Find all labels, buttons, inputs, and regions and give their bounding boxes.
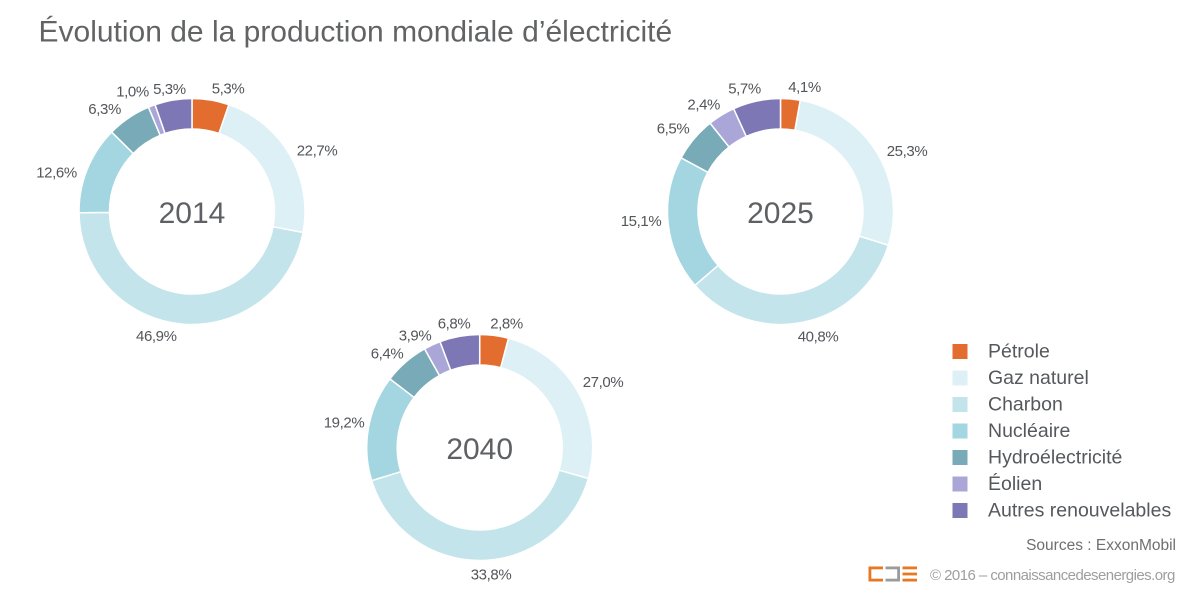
svg-text:6,5%: 6,5% — [657, 121, 690, 138]
svg-text:© 2016 – connaissancedesenergi: © 2016 – connaissancedesenergies.org — [930, 567, 1175, 584]
svg-text:19,2%: 19,2% — [324, 415, 365, 432]
svg-text:2025: 2025 — [747, 197, 814, 230]
svg-text:22,7%: 22,7% — [297, 143, 338, 160]
svg-text:3,9%: 3,9% — [399, 328, 432, 345]
svg-text:5,3%: 5,3% — [153, 81, 186, 98]
svg-text:Charbon: Charbon — [988, 394, 1063, 416]
svg-text:27,0%: 27,0% — [583, 374, 624, 391]
svg-text:Autres renouvelables: Autres renouvelables — [988, 500, 1171, 522]
svg-text:5,7%: 5,7% — [728, 81, 761, 98]
svg-text:25,3%: 25,3% — [887, 143, 928, 160]
svg-text:12,6%: 12,6% — [36, 165, 77, 182]
svg-text:Hydroélectricité: Hydroélectricité — [988, 447, 1122, 469]
svg-text:Pétrole: Pétrole — [988, 341, 1050, 363]
svg-text:33,8%: 33,8% — [471, 567, 512, 584]
svg-text:6,8%: 6,8% — [438, 316, 471, 333]
svg-text:Évolution de la production mon: Évolution de la production mondiale d’él… — [39, 16, 673, 49]
svg-text:Nucléaire: Nucléaire — [988, 420, 1070, 442]
svg-text:Sources : ExxonMobil: Sources : ExxonMobil — [1026, 537, 1176, 554]
svg-text:6,3%: 6,3% — [88, 101, 121, 118]
svg-text:2,4%: 2,4% — [687, 97, 720, 114]
svg-text:Gaz naturel: Gaz naturel — [988, 367, 1089, 389]
svg-text:6,4%: 6,4% — [371, 346, 404, 363]
svg-text:2040: 2040 — [446, 433, 513, 466]
svg-text:Éolien: Éolien — [988, 472, 1042, 495]
svg-text:2,8%: 2,8% — [490, 316, 523, 333]
svg-text:46,9%: 46,9% — [136, 328, 177, 345]
svg-text:2014: 2014 — [159, 197, 226, 230]
svg-text:40,8%: 40,8% — [798, 329, 839, 346]
svg-text:4,1%: 4,1% — [788, 79, 821, 96]
svg-text:1,0%: 1,0% — [116, 84, 149, 101]
svg-text:5,3%: 5,3% — [212, 81, 245, 98]
svg-text:15,1%: 15,1% — [621, 213, 662, 230]
